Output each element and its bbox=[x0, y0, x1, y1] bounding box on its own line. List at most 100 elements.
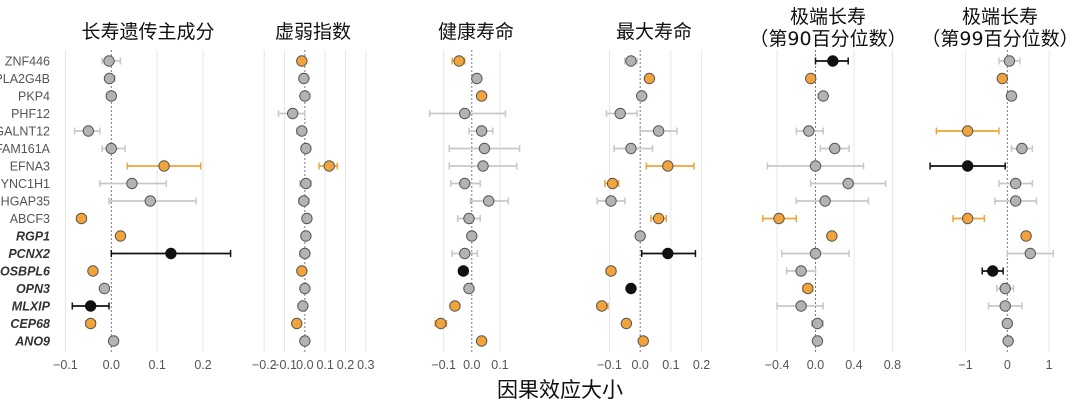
point-estimate bbox=[453, 55, 465, 67]
point-estimate bbox=[296, 125, 308, 137]
x-tick-label: −0.2 bbox=[252, 358, 277, 372]
point-estimate bbox=[842, 177, 854, 190]
forest-panel: −0.2−0.1 0.0 0.1 0.2 0.3 虚弱指数 bbox=[252, 21, 375, 372]
point-estimate bbox=[449, 300, 461, 312]
point-estimate bbox=[477, 160, 489, 172]
point-estimate bbox=[809, 247, 822, 260]
x-tick-label: 0.3 bbox=[357, 358, 374, 372]
point-estimate bbox=[961, 160, 974, 172]
point-estimate bbox=[606, 177, 619, 190]
point-estimate bbox=[82, 125, 95, 137]
panel-title: 虚弱指数 bbox=[275, 21, 351, 43]
point-estimate bbox=[986, 265, 999, 277]
point-estimate bbox=[625, 55, 637, 67]
point-estimate bbox=[620, 317, 633, 330]
x-tick-label: −0.1 bbox=[272, 358, 297, 372]
gene-label: ABCF3 bbox=[10, 212, 50, 226]
point-estimate bbox=[1002, 335, 1014, 347]
point-estimate bbox=[466, 230, 478, 242]
point-estimate bbox=[471, 72, 483, 85]
gene-label: PLA2G4B bbox=[0, 72, 50, 86]
point-estimate bbox=[605, 265, 617, 277]
forest-panel: −0.1 0.0 0.1 健康寿命 bbox=[428, 21, 521, 372]
point-estimate bbox=[634, 230, 646, 242]
panel-title: （第99百分位数） bbox=[921, 28, 1078, 50]
gene-label-column: ZNF446 PLA2G4B PKP4 PHF12 GALNT12 FAM161A EFNA… bbox=[0, 55, 51, 349]
point-estimate bbox=[475, 335, 488, 347]
gene-label: PCNX2 bbox=[8, 247, 50, 261]
point-estimate bbox=[144, 195, 156, 207]
point-estimate bbox=[103, 72, 116, 85]
point-estimate bbox=[625, 142, 637, 155]
forest-panel: −1 0 1 极端长寿（第99百分位数） bbox=[921, 6, 1078, 372]
point-estimate bbox=[1009, 195, 1022, 207]
panel-title: 极端长寿 bbox=[790, 6, 866, 28]
point-estimate bbox=[643, 72, 656, 85]
forest-panel: −0.1 0.0 0.1 0.2 长寿遗传主成分 bbox=[53, 21, 232, 372]
point-estimate bbox=[126, 177, 138, 190]
point-estimate bbox=[459, 107, 471, 120]
panel-title: 最大寿命 bbox=[616, 21, 692, 43]
gene-label: MLXIP bbox=[12, 300, 51, 314]
point-estimate bbox=[475, 125, 488, 137]
point-estimate bbox=[84, 317, 97, 330]
x-tick-label: 0.0 bbox=[296, 358, 313, 372]
point-estimate bbox=[298, 72, 310, 85]
point-estimate bbox=[84, 300, 97, 312]
x-tick-label: 0.4 bbox=[845, 358, 862, 372]
point-estimate bbox=[478, 142, 491, 155]
panel-title: 健康寿命 bbox=[438, 21, 514, 43]
point-estimate bbox=[300, 230, 312, 242]
point-estimate bbox=[297, 300, 309, 312]
point-estimate bbox=[1005, 90, 1018, 102]
point-estimate bbox=[105, 90, 117, 102]
point-estimate bbox=[662, 247, 674, 260]
point-estimate bbox=[463, 282, 475, 295]
forest-panel: −0.4 0.0 0.4 0.8 极端长寿（第90百分位数） bbox=[749, 6, 906, 372]
point-estimate bbox=[105, 142, 117, 155]
x-tick-label: −0.1 bbox=[53, 358, 78, 372]
point-estimate bbox=[652, 212, 665, 225]
gene-label: OPN3 bbox=[16, 282, 50, 296]
point-estimate bbox=[961, 212, 974, 225]
gene-label: PKP4 bbox=[18, 90, 50, 104]
point-estimate bbox=[961, 125, 974, 137]
point-estimate bbox=[463, 212, 475, 225]
x-tick-label: 0.1 bbox=[316, 358, 333, 372]
point-estimate bbox=[87, 265, 99, 277]
x-tick-label: −1 bbox=[958, 358, 972, 372]
gene-label: FAM161A bbox=[0, 142, 51, 156]
point-estimate bbox=[435, 317, 447, 330]
point-estimate bbox=[300, 177, 312, 190]
point-estimate bbox=[299, 90, 311, 102]
point-estimate bbox=[829, 142, 841, 155]
point-estimate bbox=[158, 160, 170, 172]
point-estimate bbox=[637, 335, 649, 347]
point-estimate bbox=[299, 247, 311, 260]
x-tick-label: 0 bbox=[1004, 358, 1011, 372]
x-tick-label: 0.1 bbox=[148, 358, 165, 372]
x-tick-label: 0.8 bbox=[884, 358, 901, 372]
gene-label: EFNA3 bbox=[10, 160, 50, 174]
point-estimate bbox=[1024, 247, 1036, 260]
point-estimate bbox=[817, 90, 829, 102]
x-tick-label: −0.1 bbox=[597, 358, 622, 372]
point-estimate bbox=[1016, 142, 1028, 155]
point-estimate bbox=[75, 212, 88, 225]
x-tick-label: 0.1 bbox=[491, 358, 508, 372]
point-estimate bbox=[300, 142, 312, 155]
x-tick-label: 0.1 bbox=[662, 358, 679, 372]
point-estimate bbox=[1009, 177, 1022, 190]
point-estimate bbox=[999, 300, 1011, 312]
gene-label: ZNF446 bbox=[5, 55, 50, 69]
point-estimate bbox=[291, 317, 303, 330]
point-estimate bbox=[299, 282, 311, 295]
forest-panel: −0.1 0.0 0.1 0.2 最大寿命 bbox=[596, 21, 710, 372]
x-tick-label: 0.2 bbox=[194, 358, 211, 372]
point-estimate bbox=[819, 195, 831, 207]
point-estimate bbox=[165, 247, 177, 260]
point-estimate bbox=[482, 195, 495, 207]
point-estimate bbox=[296, 55, 308, 67]
